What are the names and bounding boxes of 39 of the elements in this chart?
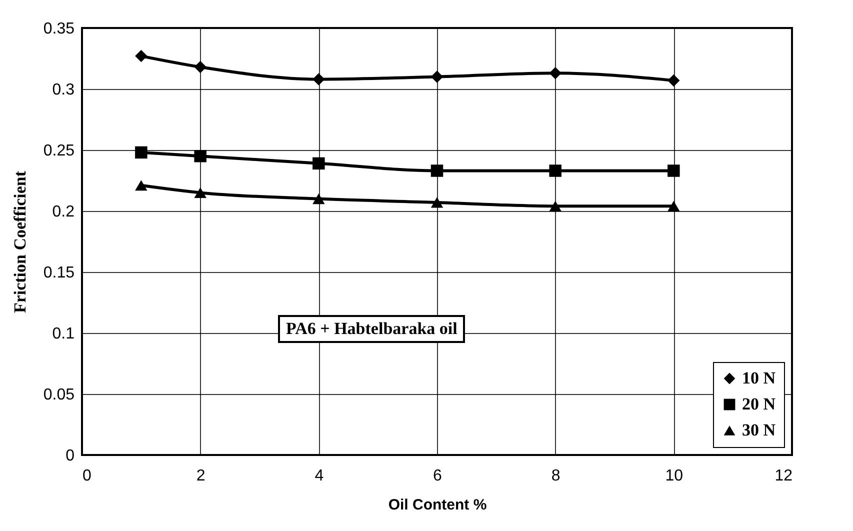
y-tick-label: 0.35 — [43, 20, 75, 38]
y-tick-label: 0.05 — [43, 386, 75, 404]
x-tick-label: 6 — [433, 468, 442, 484]
x-tick-label: 10 — [665, 468, 684, 484]
point — [194, 60, 206, 74]
x-tick-label: 8 — [551, 468, 560, 484]
y-tick-label: 0.2 — [52, 204, 75, 220]
x-axis-title: Oil Content % — [388, 496, 487, 514]
point — [549, 67, 562, 80]
point — [312, 193, 325, 204]
x-tick-label: 12 — [774, 468, 793, 484]
y-tick-label: 0.1 — [52, 326, 75, 342]
point — [549, 200, 562, 212]
point — [135, 180, 148, 191]
point — [430, 70, 444, 83]
point — [135, 146, 148, 159]
legend-label: 20 N — [742, 394, 776, 414]
point — [668, 200, 680, 212]
x-tick-label: 0 — [82, 468, 92, 484]
y-tick-label: 0.25 — [43, 142, 75, 160]
y-tick-label: 0 — [66, 448, 75, 464]
point — [312, 73, 325, 86]
y-axis-title: Friction Coefficient — [10, 170, 30, 314]
point — [312, 157, 325, 170]
point — [135, 50, 148, 62]
point — [668, 74, 680, 87]
point — [430, 164, 444, 177]
legend-label: 10 N — [742, 368, 776, 388]
point — [194, 150, 206, 162]
point — [194, 187, 206, 198]
point — [549, 164, 562, 177]
point — [430, 197, 444, 208]
x-tick-label: 2 — [196, 468, 206, 484]
y-tick-label: 0.3 — [52, 82, 75, 98]
y-tick-label: 0.15 — [43, 264, 75, 282]
x-tick-label: 4 — [314, 468, 324, 484]
legend-label: 30 N — [742, 420, 776, 440]
point — [668, 164, 680, 177]
note-box: PA6 + Habtelbaraka oil — [278, 315, 466, 343]
